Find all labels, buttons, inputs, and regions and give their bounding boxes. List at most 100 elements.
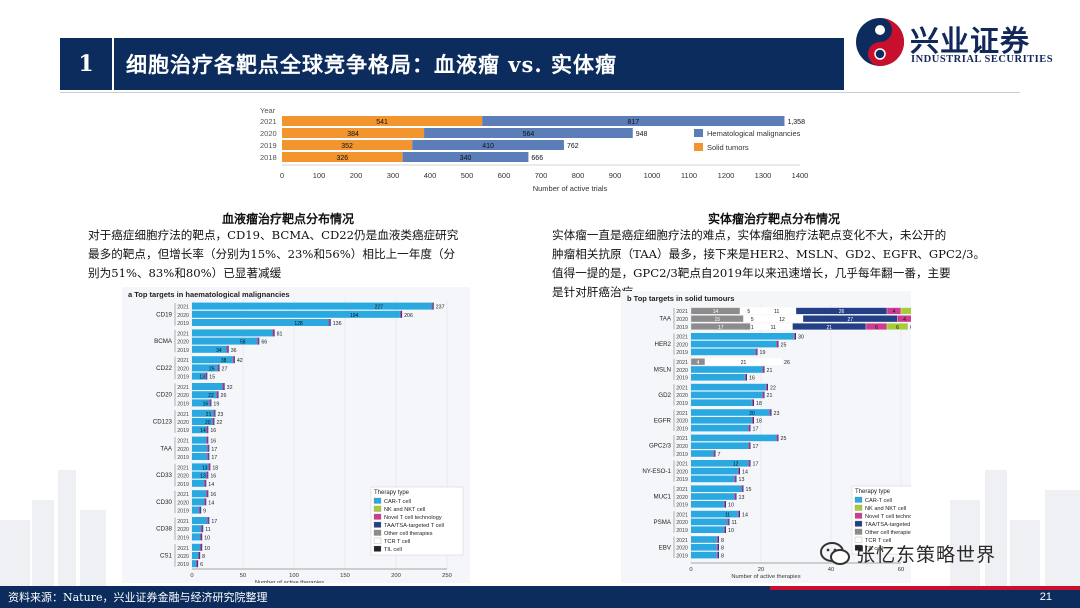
x-tick-label: 500	[461, 171, 474, 180]
novel-segment	[751, 417, 753, 424]
year-label: 2021	[676, 436, 688, 442]
novel-segment	[201, 525, 203, 533]
taa-segment	[258, 337, 260, 345]
taa-segment	[205, 479, 207, 487]
target-label: CD38	[156, 526, 172, 533]
x-tick-label: 200	[391, 573, 401, 579]
x-tick-label: 1000	[644, 171, 661, 180]
taa-segment	[749, 442, 751, 449]
segment-label: 6	[875, 325, 878, 331]
segment-label: 20	[205, 420, 211, 426]
year-label: 2021	[177, 412, 189, 418]
taa-segment	[717, 536, 719, 543]
year-label: 2019	[177, 535, 189, 541]
segment-label: 4	[903, 317, 906, 323]
taa-segment	[735, 493, 737, 500]
car-t-segment	[192, 356, 233, 364]
novel-segment	[762, 391, 764, 399]
segment-label: 34	[216, 348, 222, 354]
total-label: 16	[210, 492, 216, 498]
taa-segment	[728, 518, 730, 526]
right-heading: 实体瘤治疗靶点分布情况	[708, 212, 841, 226]
taa-segment	[206, 372, 208, 380]
target-label: CD20	[156, 392, 172, 399]
novel-segment	[723, 501, 725, 508]
total-label: 15	[209, 375, 215, 381]
legend-label: TCR T cell	[384, 539, 410, 545]
total-label: 11	[732, 520, 738, 526]
car-t-segment	[691, 366, 763, 373]
year-label: 2019	[177, 375, 189, 381]
taa-segment	[766, 383, 768, 391]
novel-segment	[727, 518, 729, 526]
taa-segment	[200, 506, 202, 514]
logo-subtitle: INDUSTRIAL SECURITIES	[911, 54, 1054, 65]
year-label: 2021	[676, 538, 688, 544]
car-t-segment	[691, 409, 770, 416]
logo-name: 兴业证券	[910, 24, 1031, 58]
segment-label: 58	[240, 340, 246, 346]
total-label: 16	[210, 474, 216, 480]
left-line: 最多的靶点，但增长率（分别为15%、23%和56%）相比上一年度（分	[88, 247, 456, 261]
car-t-segment	[192, 372, 206, 380]
novel-segment	[776, 434, 778, 442]
car-t-segment	[691, 526, 724, 533]
bar-segment	[900, 307, 911, 315]
total-label: 17	[753, 444, 759, 450]
segment-label: 227	[375, 305, 384, 311]
total-label: 17	[211, 519, 217, 525]
year-label: 2019	[676, 553, 688, 559]
total-label: 30	[798, 335, 804, 341]
novel-segment	[328, 319, 330, 326]
bar-segment	[704, 358, 783, 366]
car-t-segment	[691, 374, 745, 381]
segment-label: 12	[779, 317, 785, 323]
target-label: CD123	[153, 419, 173, 426]
segment-label: 21	[826, 325, 832, 331]
year-label: 2019	[676, 426, 688, 432]
title-bar: 细胞治疗各靶点全球竞争格局：血液瘤 vs. 实体瘤	[114, 38, 844, 90]
year-label: 2019	[177, 428, 189, 434]
car-t-segment	[192, 479, 205, 487]
trial-bar-label: 384	[347, 131, 359, 138]
total-label: 14	[208, 482, 214, 488]
trial-bar-label: 326	[336, 155, 348, 162]
haematological-targets-chart: a Top targets in haematological malignan…	[122, 287, 470, 583]
target-label: TAA	[659, 316, 671, 323]
total-label: 8	[721, 538, 724, 544]
novel-segment	[741, 485, 743, 492]
total-label: 13	[739, 477, 745, 483]
novel-segment	[212, 418, 214, 425]
total-label: 21	[767, 368, 773, 374]
year-label: 2020	[177, 393, 189, 399]
taa-segment	[201, 543, 203, 551]
trial-bar-segment	[412, 140, 564, 150]
legend-label: TAA/TSA-targeted T cell	[865, 522, 911, 528]
car-t-segment	[192, 409, 214, 417]
taa-segment	[742, 485, 744, 492]
legend-label: Solid tumors	[707, 143, 749, 152]
trial-bar-label: 340	[460, 155, 472, 162]
taa-segment	[752, 417, 754, 424]
x-tick-label: 600	[498, 171, 511, 180]
segment-label: 11	[774, 309, 779, 315]
segment-label: 14	[713, 309, 719, 315]
total-label: 81	[277, 331, 283, 337]
bar-segment	[886, 323, 909, 330]
year-label: 2019	[676, 452, 688, 458]
novel-segment	[207, 517, 209, 524]
year-label: 2019	[177, 562, 189, 568]
bar-segment	[897, 315, 911, 323]
x-tick-label: 1400	[792, 171, 809, 180]
header-divider	[60, 92, 1020, 93]
target-label: CD22	[156, 365, 172, 372]
taa-segment	[329, 319, 331, 326]
year-label: 2020	[676, 546, 688, 552]
legend-label: Other cell therapies	[865, 530, 911, 536]
car-t-segment	[691, 391, 763, 399]
year-label: 2019	[676, 325, 688, 331]
total-label: 14	[742, 512, 748, 518]
year-label: 2020	[676, 368, 688, 374]
total-label: 17	[753, 462, 759, 468]
legend-swatch	[854, 504, 863, 511]
